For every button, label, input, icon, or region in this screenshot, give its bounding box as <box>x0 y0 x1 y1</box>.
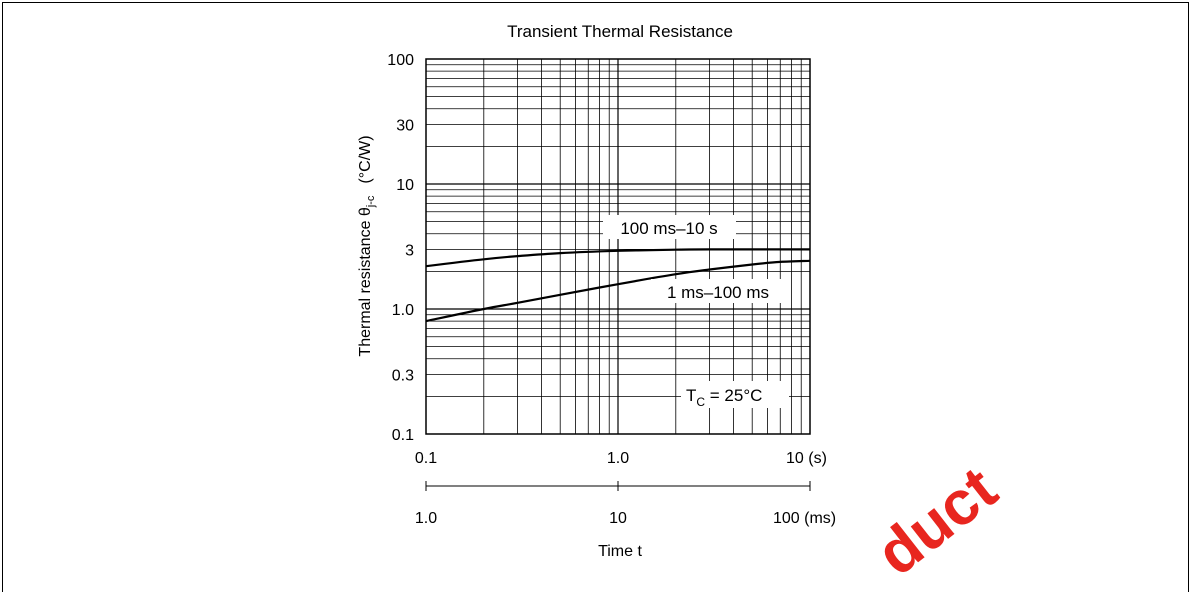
y-axis-label-sub: j-c <box>365 195 377 208</box>
y-tick-label: 0.3 <box>392 367 414 384</box>
plot-area <box>425 58 811 435</box>
series-line-1 <box>425 248 810 268</box>
ms-tick-labels: 1.0 10 100 (ms) <box>415 510 836 527</box>
watermark-text: duct <box>864 454 1010 574</box>
x-axis-label: Time t <box>598 543 642 560</box>
annotation-tc: TC = 25°C <box>686 386 762 409</box>
y-axis-label-main: Thermal resistance θ <box>357 207 374 356</box>
y-axis-label: Thermal resistance θj-c (°C/W) <box>357 135 377 356</box>
x-tick-label: 10 (s) <box>786 450 827 467</box>
annotation-bg-3 <box>681 381 789 408</box>
y-tick-label: 30 <box>396 117 414 134</box>
y-axis-label-unit: (°C/W) <box>357 135 374 183</box>
ms-tick-label: 1.0 <box>415 510 437 527</box>
y-tick-label: 10 <box>396 177 414 194</box>
grid <box>426 59 810 434</box>
y-tick-label: 1.0 <box>392 302 414 319</box>
y-tick-labels: 100 30 10 3 1.0 0.3 0.1 <box>387 52 414 444</box>
ms-axis <box>425 481 811 491</box>
x-tick-labels: 0.1 1.0 10 (s) <box>415 450 827 467</box>
ms-tick-label: 100 (ms) <box>773 510 836 527</box>
annotation-series-1: 100 ms–10 s <box>620 219 717 238</box>
x-tick-label: 0.1 <box>415 450 437 467</box>
annotation-bg-2 <box>651 279 785 303</box>
y-tick-label: 3 <box>405 242 414 259</box>
annotation-series-2: 1 ms–100 ms <box>667 283 769 302</box>
y-tick-label: 0.1 <box>392 427 414 444</box>
annotation-tc-sub: C <box>696 395 705 409</box>
annotation-tc-main: T <box>686 386 696 405</box>
chart-title: Transient Thermal Resistance <box>507 22 733 41</box>
series-line-2 <box>425 259 811 323</box>
annotation-bg-1 <box>603 215 736 239</box>
annotation-tc-rest: = 25°C <box>705 386 762 405</box>
y-tick-label: 100 <box>387 52 414 69</box>
curves <box>425 248 811 323</box>
x-tick-label: 1.0 <box>607 450 629 467</box>
ms-tick-label: 10 <box>609 510 627 527</box>
chart-svg: Transient Thermal Resistance 100 30 10 3 1.0… <box>357 22 1010 574</box>
